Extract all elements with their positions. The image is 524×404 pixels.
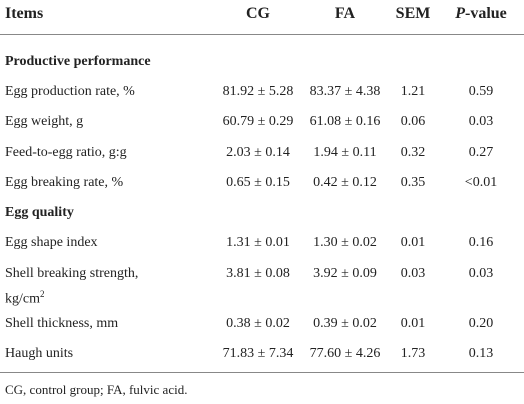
cell-fa: 77.60 ± 4.26 bbox=[309, 345, 381, 361]
cell-cg: 3.81 ± 0.08 bbox=[226, 265, 290, 281]
cell-sem: 1.73 bbox=[400, 345, 426, 361]
header-p-value: P-value bbox=[455, 5, 507, 23]
row-item: Haugh units bbox=[5, 345, 74, 361]
cell-p: 0.03 bbox=[468, 265, 494, 281]
row-item: Egg weight, g bbox=[5, 114, 84, 130]
header-fa: FA bbox=[334, 5, 356, 22]
cell-sem: 0.01 bbox=[400, 315, 426, 331]
cell-sem: 0.06 bbox=[400, 114, 426, 130]
cell-cg: 60.79 ± 0.29 bbox=[222, 114, 294, 130]
section-title: Egg quality bbox=[5, 205, 74, 221]
cell-cg: 71.83 ± 7.34 bbox=[222, 345, 294, 361]
cell-cg: 0.65 ± 0.15 bbox=[226, 174, 290, 190]
cell-fa: 1.94 ± 0.11 bbox=[313, 144, 377, 160]
row-item-superscript: 2 bbox=[40, 288, 45, 299]
cell-sem: 1.21 bbox=[400, 84, 426, 99]
header-cg: CG bbox=[246, 5, 270, 22]
cell-p: <0.01 bbox=[464, 174, 498, 190]
cell-fa: 0.39 ± 0.02 bbox=[313, 315, 377, 331]
header-p-rest: -value bbox=[465, 5, 507, 22]
bottom-rule bbox=[0, 372, 524, 373]
row-item: Feed-to-egg ratio, g:g bbox=[5, 144, 127, 160]
header-sem: SEM bbox=[395, 5, 431, 22]
row-item: Shell breaking strength, bbox=[5, 265, 139, 281]
cell-sem: 0.32 bbox=[400, 144, 426, 160]
cell-fa: 61.08 ± 0.16 bbox=[309, 114, 381, 130]
cell-sem: 0.35 bbox=[400, 174, 426, 190]
cell-cg: 81.92 ± 5.28 bbox=[222, 84, 294, 99]
cell-fa: 3.92 ± 0.09 bbox=[313, 265, 377, 281]
cell-fa: 0.42 ± 0.12 bbox=[313, 174, 377, 190]
header-p-italic: P bbox=[455, 5, 465, 22]
section-title: Productive performance bbox=[5, 54, 151, 69]
cell-p: 0.59 bbox=[468, 84, 494, 99]
cell-p: 0.16 bbox=[468, 235, 494, 251]
cell-cg: 2.03 ± 0.14 bbox=[226, 144, 290, 160]
cell-cg: 1.31 ± 0.01 bbox=[226, 235, 290, 251]
cell-fa: 1.30 ± 0.02 bbox=[313, 235, 377, 251]
row-item-line2: kg/cm2 bbox=[5, 288, 45, 307]
cell-sem: 0.01 bbox=[400, 235, 426, 251]
row-item: Egg shape index bbox=[5, 235, 98, 251]
cell-fa: 83.37 ± 4.38 bbox=[309, 84, 381, 99]
footnote: CG, control group; FA, fulvic acid. bbox=[5, 382, 188, 397]
cell-p: 0.13 bbox=[468, 345, 494, 361]
row-item: Egg breaking rate, % bbox=[5, 174, 124, 190]
cell-sem: 0.03 bbox=[400, 265, 426, 281]
header-rule bbox=[0, 34, 524, 35]
cell-p: 0.27 bbox=[468, 144, 494, 160]
cell-p: 0.03 bbox=[468, 114, 494, 130]
cell-p: 0.20 bbox=[468, 315, 494, 331]
header-items: Items bbox=[5, 5, 44, 22]
cell-cg: 0.38 ± 0.02 bbox=[226, 315, 290, 331]
row-item: Shell thickness, mm bbox=[5, 315, 119, 331]
row-item: Egg production rate, % bbox=[5, 84, 135, 99]
